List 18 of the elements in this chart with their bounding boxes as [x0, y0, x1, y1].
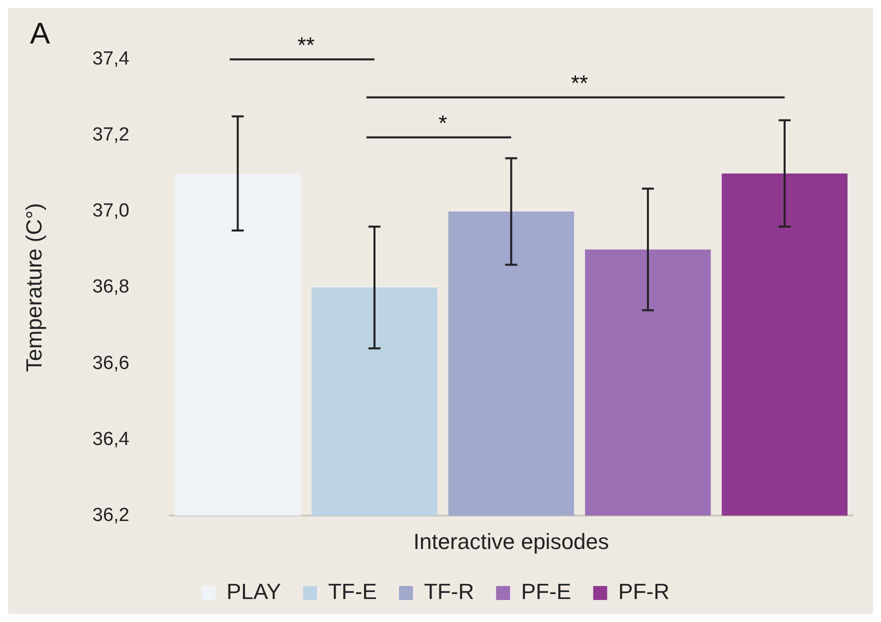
y-tick-label: 37,2 [92, 124, 130, 146]
legend-label: TF-R [424, 579, 474, 604]
annotation: * [438, 110, 448, 136]
legend-label: TF-E [328, 579, 377, 604]
legend-label: PLAY [226, 579, 282, 604]
annotation: ** [570, 70, 589, 96]
x-axis-title: Interactive episodes [413, 528, 610, 554]
y-tick-label: 37,0 [92, 200, 130, 222]
y-tick-label: 36,6 [92, 352, 130, 374]
legend-label: PF-E [521, 579, 572, 604]
y-tick-label: 37,4 [92, 48, 130, 70]
y-tick-label: 36,4 [92, 428, 130, 450]
text: A [30, 17, 50, 50]
y-tick-label: 36,8 [92, 276, 130, 298]
text: ** [298, 32, 316, 58]
legend-label: PF-R [618, 579, 670, 604]
y-axis-title: Temperature (C°) [21, 203, 46, 372]
y-tick-label: 36,2 [92, 504, 130, 526]
